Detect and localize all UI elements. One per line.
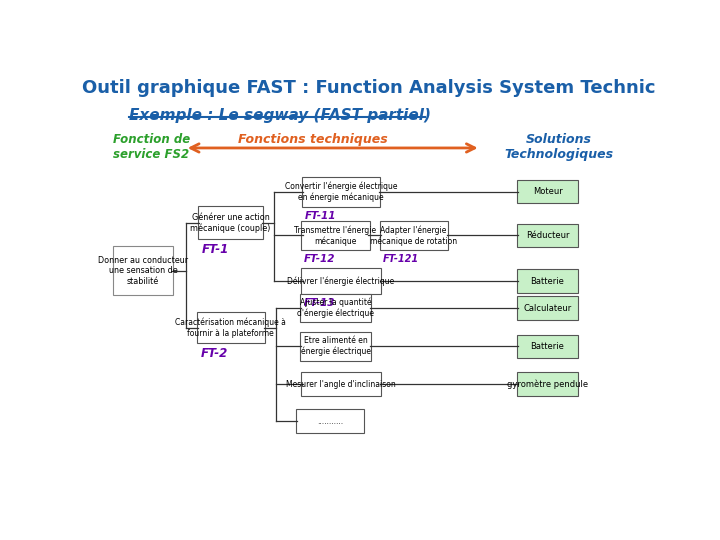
FancyBboxPatch shape xyxy=(517,224,578,247)
FancyBboxPatch shape xyxy=(379,221,448,249)
FancyBboxPatch shape xyxy=(302,221,369,249)
FancyBboxPatch shape xyxy=(198,206,263,239)
Text: Solutions
Technologiques: Solutions Technologiques xyxy=(504,133,613,161)
Text: ...........: ........... xyxy=(317,417,343,426)
FancyBboxPatch shape xyxy=(197,312,265,343)
Text: Etre alimenté en
énergie électrique: Etre alimenté en énergie électrique xyxy=(300,336,371,356)
Text: FT-121: FT-121 xyxy=(382,254,418,264)
Text: FT-11: FT-11 xyxy=(305,211,337,221)
Text: Fonctions techniques: Fonctions techniques xyxy=(238,133,388,146)
Text: FT-12: FT-12 xyxy=(305,254,336,264)
Text: Fonction de
service FS2: Fonction de service FS2 xyxy=(113,133,190,161)
Text: Batterie: Batterie xyxy=(531,342,564,351)
Text: FT-13: FT-13 xyxy=(305,298,336,308)
Text: gyromètre pendule: gyromètre pendule xyxy=(507,380,588,389)
FancyBboxPatch shape xyxy=(517,335,578,358)
Text: Convertir l'énergie électrique
en énergie mécanique: Convertir l'énergie électrique en énergi… xyxy=(285,181,397,202)
Text: Transmettre l'énergie
mécanique: Transmettre l'énergie mécanique xyxy=(294,225,377,246)
FancyBboxPatch shape xyxy=(300,332,371,361)
Text: Adapter l'énergie
mécanique de rotation: Adapter l'énergie mécanique de rotation xyxy=(370,225,457,246)
Text: Ajuster la quantité
d'énergie électrique: Ajuster la quantité d'énergie électrique xyxy=(297,298,374,318)
FancyBboxPatch shape xyxy=(300,294,371,322)
Text: Exemple : Le segway (FAST partiel): Exemple : Le segway (FAST partiel) xyxy=(129,109,431,124)
FancyBboxPatch shape xyxy=(112,246,174,295)
FancyBboxPatch shape xyxy=(517,269,578,293)
Text: FT-2: FT-2 xyxy=(200,347,228,360)
FancyBboxPatch shape xyxy=(517,180,578,203)
Text: Réducteur: Réducteur xyxy=(526,231,570,240)
Text: Batterie: Batterie xyxy=(531,276,564,286)
FancyBboxPatch shape xyxy=(302,372,381,396)
Text: FT-1: FT-1 xyxy=(202,244,230,256)
Text: Délivrer l'énergie électrique: Délivrer l'énergie électrique xyxy=(287,276,395,286)
FancyBboxPatch shape xyxy=(302,268,381,294)
Text: Mesurer l'angle d'inclinaison: Mesurer l'angle d'inclinaison xyxy=(287,380,396,389)
Text: Générer une action
mécanique (couple): Générer une action mécanique (couple) xyxy=(190,213,271,233)
Text: Outil graphique FAST : Function Analysis System Technic: Outil graphique FAST : Function Analysis… xyxy=(82,79,656,97)
FancyBboxPatch shape xyxy=(517,296,578,320)
Text: Moteur: Moteur xyxy=(533,187,562,196)
Text: Caractérisation mécanique à
fournir à la plateforme: Caractérisation mécanique à fournir à la… xyxy=(175,318,286,338)
FancyBboxPatch shape xyxy=(517,373,578,396)
FancyBboxPatch shape xyxy=(296,409,364,433)
Text: Calculateur: Calculateur xyxy=(523,303,572,313)
FancyBboxPatch shape xyxy=(302,177,380,207)
Text: Donner au conducteur
une sensation de
stabilité: Donner au conducteur une sensation de st… xyxy=(98,256,188,286)
